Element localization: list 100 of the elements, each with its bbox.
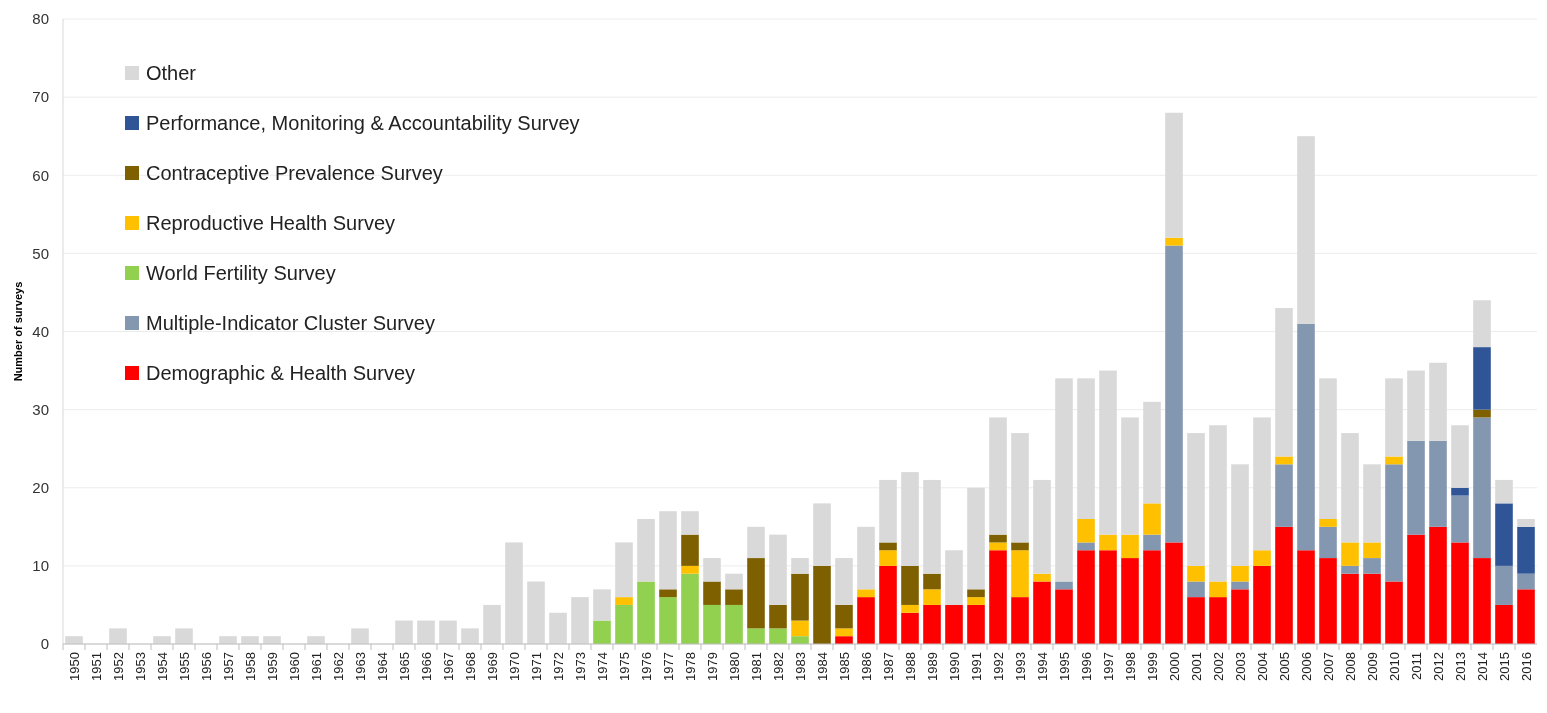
bar <box>725 589 743 605</box>
bar <box>703 558 721 582</box>
bar <box>967 487 985 590</box>
bar <box>989 550 1007 644</box>
y-tick-label: 50 <box>32 244 49 262</box>
bar <box>175 628 193 644</box>
x-tick-label: 1965 <box>396 652 412 681</box>
bar <box>1341 433 1359 543</box>
bar <box>571 597 589 644</box>
bar <box>483 604 501 644</box>
x-tick-label: 1989 <box>924 652 940 681</box>
bar <box>747 558 765 629</box>
bar <box>901 472 919 566</box>
x-tick-label: 2000 <box>1166 652 1182 681</box>
x-tick-label: 1978 <box>682 652 698 681</box>
bar <box>703 581 721 605</box>
bar <box>615 597 633 605</box>
bar <box>1099 370 1117 535</box>
bar <box>791 620 809 637</box>
bar <box>1143 503 1161 535</box>
legend-label: World Fertility Survey <box>146 262 336 284</box>
x-tick-label: 1990 <box>946 652 962 681</box>
x-tick-label: 2006 <box>1298 652 1314 681</box>
bar <box>1143 534 1161 551</box>
bar <box>703 604 721 644</box>
x-tick-label: 1975 <box>616 652 632 681</box>
bar <box>681 573 699 644</box>
bar <box>505 542 523 644</box>
bar <box>1187 597 1205 644</box>
x-tick-label: 1964 <box>374 652 390 681</box>
bar <box>923 573 941 590</box>
x-tick-label: 1994 <box>1034 652 1050 681</box>
bar <box>263 636 281 644</box>
bar <box>241 636 259 644</box>
bar <box>1077 378 1095 519</box>
bar <box>1055 589 1073 644</box>
bar <box>1385 581 1403 644</box>
bar <box>835 636 853 644</box>
bar <box>659 511 677 590</box>
bar <box>879 542 897 551</box>
bar <box>681 565 699 574</box>
bar <box>1407 440 1425 535</box>
bar <box>1319 558 1337 644</box>
bar <box>967 597 985 605</box>
bar <box>1165 245 1183 543</box>
bar <box>879 550 897 566</box>
bar <box>1055 581 1073 590</box>
x-tick-label: 2015 <box>1496 652 1512 681</box>
bar <box>1407 370 1425 441</box>
bar <box>439 620 457 644</box>
bar <box>1011 597 1029 644</box>
y-tick-label: 10 <box>32 557 49 575</box>
bar <box>1385 378 1403 457</box>
bar <box>1495 604 1513 644</box>
legend-label: Performance, Monitoring & Accountability Survey <box>146 112 580 134</box>
bar <box>813 503 831 566</box>
legend-label: Contraceptive Prevalence Survey <box>146 162 443 184</box>
x-tick-label: 1997 <box>1100 652 1116 681</box>
x-tick-label: 2004 <box>1254 652 1270 681</box>
bar <box>1297 136 1315 324</box>
x-tick-label: 2011 <box>1408 652 1424 680</box>
y-tick-label: 0 <box>40 635 49 653</box>
x-tick-label: 1966 <box>418 652 434 681</box>
x-tick-label: 2008 <box>1342 652 1358 681</box>
bar <box>747 628 765 644</box>
legend-label: Other <box>146 62 197 84</box>
bar <box>395 620 413 644</box>
bar <box>1209 425 1227 582</box>
bar <box>835 628 853 637</box>
x-tick-label: 1995 <box>1056 652 1072 681</box>
bar <box>1517 526 1535 574</box>
bar <box>1473 300 1491 348</box>
bar <box>989 417 1007 535</box>
x-tick-label: 1991 <box>968 652 984 681</box>
bar <box>1033 479 1051 574</box>
bar <box>1275 308 1293 457</box>
bar <box>879 479 897 543</box>
bar <box>1077 550 1095 644</box>
x-tick-label: 1987 <box>880 652 896 681</box>
bar <box>1341 573 1359 644</box>
bar <box>1363 558 1381 574</box>
legend-label: Reproductive Health Survey <box>146 212 396 234</box>
bar <box>615 542 633 598</box>
x-tick-label: 1996 <box>1078 652 1094 681</box>
bar <box>879 565 897 644</box>
x-tick-label: 1954 <box>154 652 170 681</box>
bar <box>769 628 787 644</box>
bar <box>901 612 919 644</box>
x-tick-label: 1971 <box>528 652 544 681</box>
bar <box>417 620 435 644</box>
bar <box>1341 565 1359 574</box>
bar <box>1033 573 1051 582</box>
bar <box>1011 542 1029 551</box>
y-tick-label: 80 <box>32 10 49 28</box>
y-axis-title: Number of surveys <box>12 281 24 382</box>
bar <box>1231 464 1249 566</box>
x-tick-label: 1977 <box>660 652 676 681</box>
x-tick-label: 1957 <box>220 652 236 681</box>
bar <box>1165 542 1183 644</box>
x-tick-label: 1958 <box>242 652 258 681</box>
